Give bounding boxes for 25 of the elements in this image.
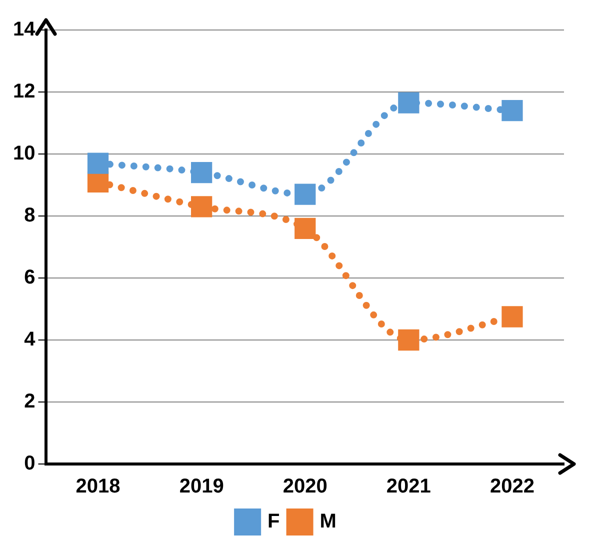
y-tick-label: 6	[24, 266, 36, 289]
point	[398, 329, 420, 351]
x-tick-label: 2020	[282, 476, 328, 498]
y-tick-label: 10	[12, 142, 36, 165]
point	[294, 184, 316, 205]
y-tick-label: 0	[24, 452, 36, 475]
point	[87, 152, 109, 174]
point	[191, 162, 212, 184]
y-tick-label: 14	[12, 18, 36, 41]
y-tick-label: 8	[24, 204, 36, 227]
y-tick-label: 4	[24, 328, 36, 351]
point	[294, 218, 316, 239]
legend-label: F	[268, 510, 280, 533]
x-tick-label: 2022	[490, 476, 534, 498]
point	[87, 171, 109, 192]
x-tick-label: 2021	[386, 476, 431, 498]
point	[502, 100, 523, 122]
y-tick-label: 2	[24, 390, 36, 413]
x-tick-label: 2018	[76, 476, 120, 498]
point	[398, 92, 420, 114]
point	[191, 196, 212, 218]
x-tick-label: 2019	[179, 476, 224, 498]
y-tick-label: 12	[12, 80, 36, 103]
legend-label: M	[320, 510, 336, 533]
point	[502, 306, 523, 328]
